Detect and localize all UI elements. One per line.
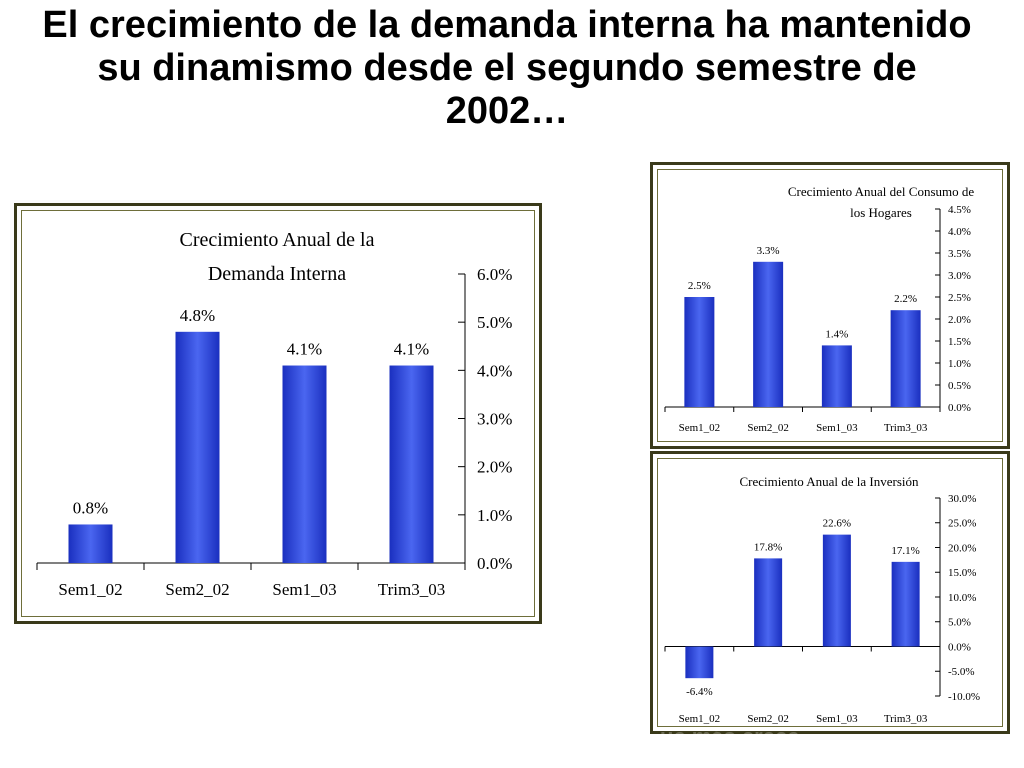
x-tick-label: Trim3_03 — [884, 713, 928, 725]
y-tick-label: -5.0% — [948, 666, 975, 678]
y-tick-label: 2.0% — [477, 458, 512, 477]
data-label: 17.1% — [891, 545, 919, 557]
chart-title-line: Crecimiento Anual de la Inversión — [739, 474, 919, 489]
bar-Sem2_02 — [754, 558, 783, 647]
x-tick-label: Sem1_03 — [816, 422, 858, 434]
footer-text-fragment: ue más crece — [660, 724, 800, 749]
y-tick-label: 4.0% — [948, 226, 971, 238]
chart-consumo-hogares: Crecimiento Anual del Consumo de los Hoga… — [664, 184, 975, 434]
x-tick-label: Sem1_02 — [679, 422, 721, 434]
bar-Sem1_02 — [684, 297, 715, 407]
y-tick-label: 3.0% — [948, 270, 971, 282]
y-tick-label: 5.0% — [477, 313, 512, 332]
y-tick-label: 4.5% — [948, 204, 971, 216]
y-tick-label: 1.0% — [948, 358, 971, 370]
y-tick-label: 1.5% — [948, 336, 971, 348]
bar-Sem1_02 — [68, 524, 113, 563]
data-label: 2.2% — [894, 293, 917, 305]
data-label: 3.3% — [757, 245, 780, 257]
data-label: -6.4% — [686, 686, 713, 698]
bar-Sem1_03 — [822, 534, 851, 647]
x-tick-label: Trim3_03 — [884, 422, 928, 434]
chart-title-line: Demanda Interna — [208, 263, 346, 285]
y-tick-label: 6.0% — [477, 265, 512, 284]
data-label: 4.8% — [180, 306, 215, 325]
data-label: 4.1% — [287, 340, 322, 359]
x-tick-label: Sem2_02 — [165, 580, 229, 599]
x-tick-label: Sem2_02 — [747, 422, 789, 434]
y-tick-label: 10.0% — [948, 592, 976, 604]
data-label: 1.4% — [825, 328, 848, 340]
data-label: 22.6% — [823, 518, 851, 530]
data-label: 2.5% — [688, 280, 711, 292]
bar-Sem1_03 — [821, 345, 852, 407]
bar-Trim3_03 — [389, 365, 434, 563]
x-tick-label: Sem2_02 — [747, 713, 789, 725]
x-tick-label: Sem1_03 — [816, 713, 858, 725]
bar-Sem2_02 — [175, 331, 220, 563]
y-tick-label: 3.0% — [477, 409, 512, 428]
y-tick-label: 0.0% — [948, 641, 971, 653]
chart-demanda-interna: Crecimiento Anual de la Demanda Interna 0.… — [36, 229, 512, 599]
bar-Sem1_03 — [282, 365, 327, 563]
x-tick-label: Sem1_02 — [58, 580, 122, 599]
chart-panel-consumo-hogares: Crecimiento Anual del Consumo de los Hoga… — [650, 162, 1010, 449]
data-label: 0.8% — [73, 498, 108, 517]
y-tick-label: 0.0% — [477, 554, 512, 573]
bar-Sem2_02 — [753, 261, 784, 407]
y-tick-label: 2.0% — [948, 314, 971, 326]
chart-title-line: Crecimiento Anual del Consumo de — [788, 184, 975, 199]
y-tick-label: 30.0% — [948, 493, 976, 505]
slide-title: El crecimiento de la demanda interna ha … — [42, 4, 972, 132]
y-tick-label: 5.0% — [948, 617, 971, 629]
y-tick-label: 4.0% — [477, 361, 512, 380]
data-label: 17.8% — [754, 541, 782, 553]
y-tick-label: 25.0% — [948, 518, 976, 530]
bar-Sem1_02 — [685, 646, 714, 679]
chart-panel-demanda-interna: Crecimiento Anual de la Demanda Interna 0.… — [14, 203, 542, 624]
x-tick-label: Trim3_03 — [378, 580, 445, 599]
chart-panel-inversion: Crecimiento Anual de la Inversión -10.0% -… — [650, 451, 1010, 734]
y-tick-label: 0.0% — [948, 402, 971, 414]
data-label: 4.1% — [394, 340, 429, 359]
bar-Trim3_03 — [891, 561, 920, 647]
chart-title-line: Crecimiento Anual de la — [180, 229, 375, 251]
y-tick-label: 15.0% — [948, 567, 976, 579]
y-tick-label: 1.0% — [477, 506, 512, 525]
x-tick-label: Sem1_03 — [272, 580, 336, 599]
y-tick-label: -10.0% — [948, 691, 980, 703]
y-tick-label: 0.5% — [948, 380, 971, 392]
chart-title-line: los Hogares — [850, 205, 912, 220]
y-tick-label: 20.0% — [948, 542, 976, 554]
chart-inversion: Crecimiento Anual de la Inversión -10.0% -… — [664, 474, 980, 725]
bar-Trim3_03 — [890, 310, 921, 407]
y-tick-label: 3.5% — [948, 248, 971, 260]
y-tick-label: 2.5% — [948, 292, 971, 304]
x-tick-label: Sem1_02 — [679, 713, 721, 725]
